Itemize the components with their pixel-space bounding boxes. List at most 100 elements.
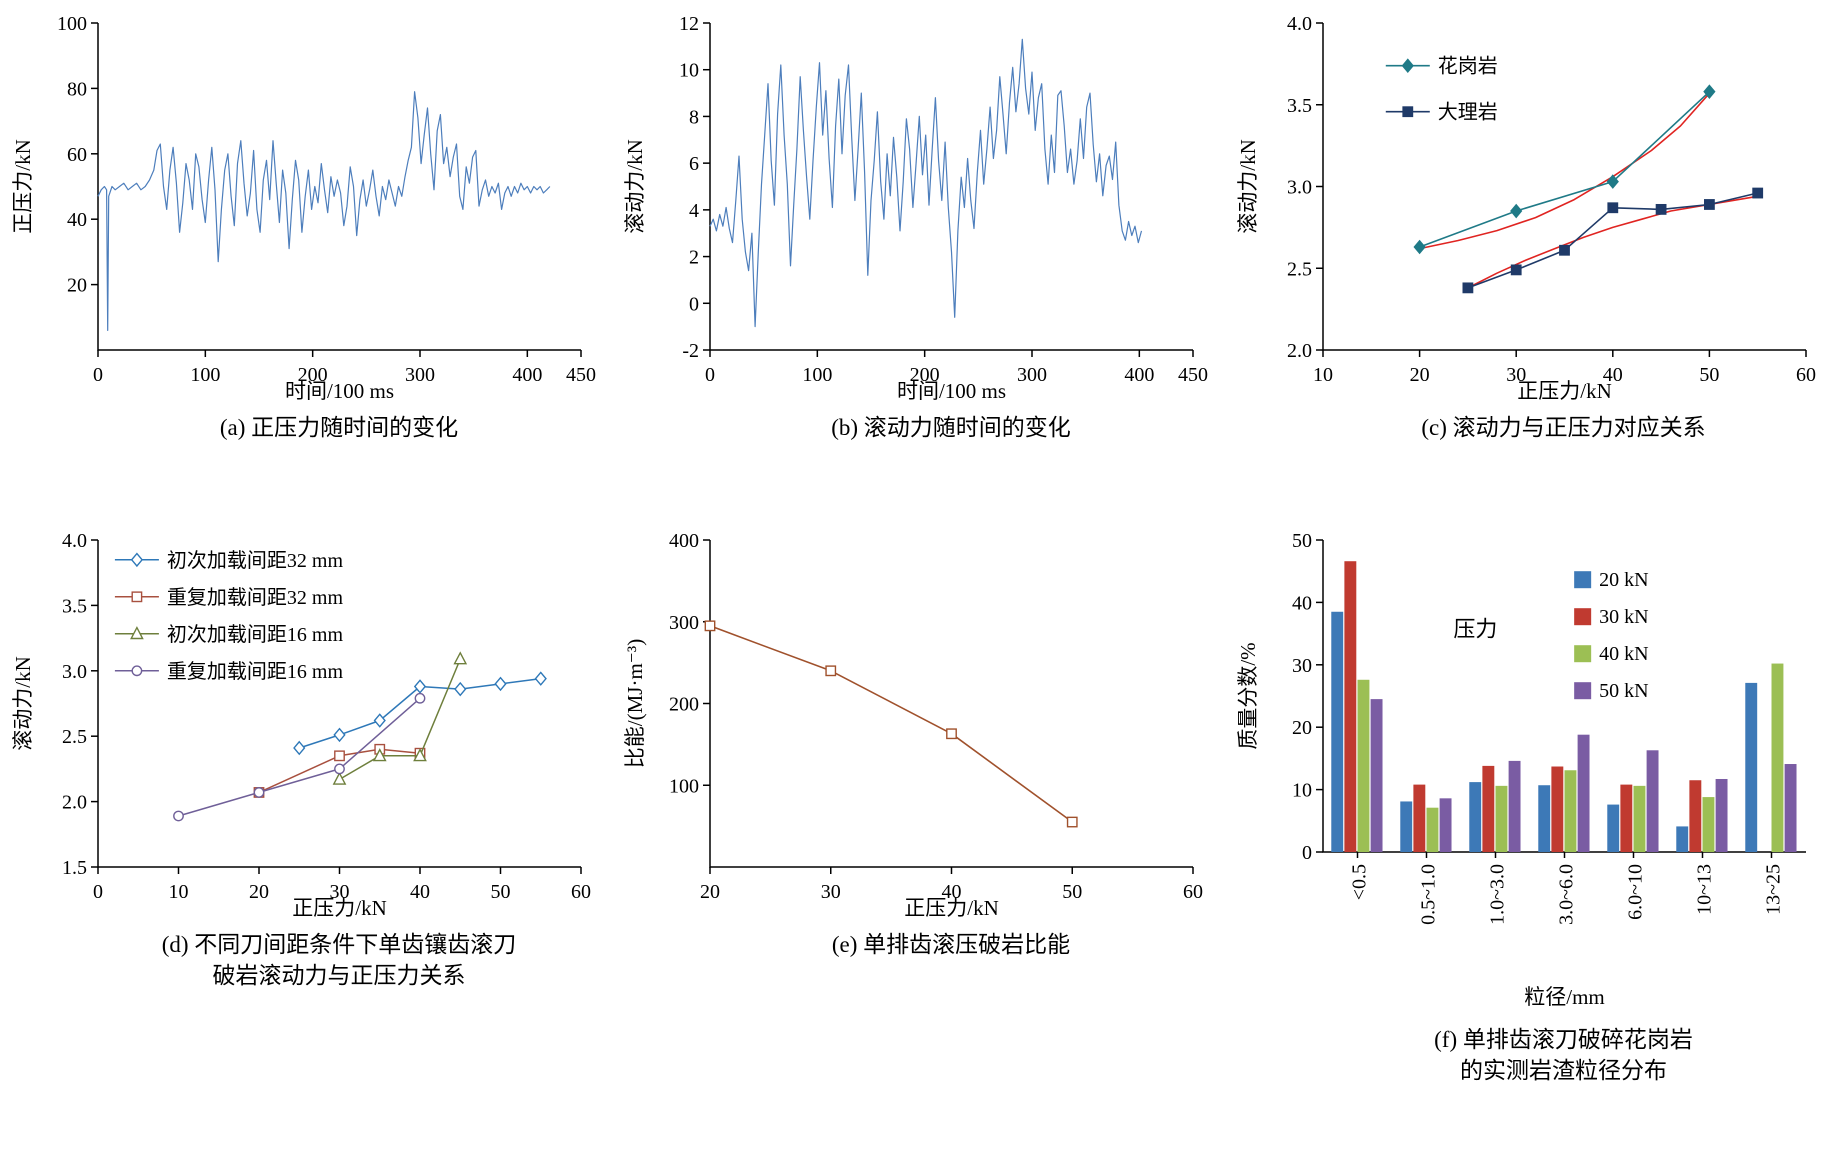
svg-text:300: 300: [1017, 364, 1047, 386]
svg-text:6: 6: [689, 153, 699, 175]
svg-text:8: 8: [689, 106, 699, 128]
chart-e-specific-energy: 100 200 300 400 比能/(MJ·m⁻³) 20 30 40 50 60 正压力/kN: [623, 530, 1203, 920]
chart-a-normal-force-time: 20 40 60 80 100 正压力/kN 0 100 200 300 400 450 时间/100 …: [11, 13, 596, 403]
svg-text:20: 20: [1409, 364, 1429, 386]
svg-text:30: 30: [821, 881, 841, 903]
svg-text:正压力/kN: 正压力/kN: [11, 139, 35, 234]
panel-e: 100 200 300 400 比能/(MJ·m⁻³) 20 30 40 50 60 正压力/kN …: [612, 525, 1224, 960]
svg-text:13~25: 13~25: [1762, 864, 1784, 915]
svg-text:60: 60: [571, 881, 591, 903]
svg-text:滚动力/kN: 滚动力/kN: [1236, 139, 1260, 234]
svg-text:400: 400: [512, 364, 542, 386]
svg-text:4.0: 4.0: [1287, 13, 1312, 35]
caption-a: (a) 正压力随时间的变化: [219, 415, 459, 440]
svg-text:40 kN: 40 kN: [1599, 643, 1648, 665]
svg-text:450: 450: [1178, 364, 1208, 386]
svg-text:2.5: 2.5: [62, 726, 87, 748]
svg-text:30 kN: 30 kN: [1599, 606, 1648, 628]
svg-text:0: 0: [93, 364, 103, 386]
svg-text:10: 10: [1292, 780, 1312, 802]
svg-text:<0.5: <0.5: [1348, 864, 1370, 900]
svg-text:100: 100: [57, 13, 87, 35]
panel-c: 2.0 2.5 3.0 3.5 4.0 滚动力/kN 10 20 30 40 50 60 正压力/kN 花…: [1224, 8, 1837, 443]
svg-text:400: 400: [669, 530, 699, 552]
svg-text:30: 30: [1506, 364, 1526, 386]
svg-text:40: 40: [1292, 592, 1312, 614]
svg-text:10: 10: [679, 60, 699, 82]
panel-d: 1.5 2.0 2.5 3.0 3.5 4.0 滚动力/kN 0 10 20 30 40 50 60 正压力…: [0, 525, 612, 991]
panel-b: -2 0 2 4 6 8 10 12 滚动力/kN 0 100 200 300 400 450 时间/100 …: [612, 8, 1224, 443]
svg-text:0: 0: [1302, 842, 1312, 864]
svg-text:3.5: 3.5: [62, 595, 87, 617]
svg-text:0: 0: [689, 293, 699, 315]
svg-text:2: 2: [689, 247, 699, 269]
svg-text:50 kN: 50 kN: [1599, 680, 1648, 702]
svg-text:2.0: 2.0: [62, 792, 87, 814]
svg-text:1.0~3.0: 1.0~3.0: [1486, 864, 1508, 925]
svg-text:50: 50: [491, 881, 511, 903]
svg-text:100: 100: [802, 364, 832, 386]
svg-text:2.0: 2.0: [1287, 340, 1312, 362]
svg-text:初次加载间距16 mm: 初次加载间距16 mm: [167, 623, 344, 646]
svg-text:60: 60: [1796, 364, 1816, 386]
svg-text:40: 40: [942, 881, 962, 903]
svg-text:200: 200: [669, 693, 699, 715]
chart-f-particle-size-bars: 0 10 20 30 40 50 质量分数/% <0.5 0.5~1.0 1.0~3.0 3.0~6…: [1236, 530, 1806, 1009]
svg-text:300: 300: [405, 364, 435, 386]
svg-text:粒径/mm: 粒径/mm: [1524, 985, 1605, 1009]
svg-text:10: 10: [1313, 364, 1333, 386]
svg-text:3.0~6.0: 3.0~6.0: [1555, 864, 1577, 925]
chart-d-spacing-comparison: 1.5 2.0 2.5 3.0 3.5 4.0 滚动力/kN 0 10 20 30 40 50 60 正压力…: [11, 530, 591, 920]
svg-text:4: 4: [689, 200, 699, 222]
svg-text:40: 40: [410, 881, 430, 903]
svg-text:重复加载间距16 mm: 重复加载间距16 mm: [167, 660, 344, 683]
svg-text:20: 20: [700, 881, 720, 903]
svg-text:200: 200: [910, 364, 940, 386]
svg-text:450: 450: [566, 364, 596, 386]
svg-text:20: 20: [249, 881, 269, 903]
svg-text:10~13: 10~13: [1693, 864, 1715, 915]
svg-text:0: 0: [93, 881, 103, 903]
svg-text:压力: 压力: [1453, 617, 1497, 642]
svg-text:60: 60: [67, 144, 87, 166]
caption-c: (c) 滚动力与正压力对应关系: [1421, 415, 1706, 440]
svg-text:50: 50: [1062, 881, 1082, 903]
chart-c-rolling-vs-normal: 2.0 2.5 3.0 3.5 4.0 滚动力/kN 10 20 30 40 50 60 正压力/kN 花…: [1236, 13, 1816, 403]
svg-text:80: 80: [67, 78, 87, 100]
svg-text:50: 50: [1699, 364, 1719, 386]
svg-text:大理岩: 大理岩: [1437, 101, 1497, 124]
svg-text:12: 12: [679, 13, 699, 35]
svg-text:滚动力/kN: 滚动力/kN: [11, 656, 35, 751]
svg-text:重复加载间距32 mm: 重复加载间距32 mm: [167, 586, 344, 609]
svg-text:30: 30: [1292, 655, 1312, 677]
svg-text:100: 100: [669, 775, 699, 797]
svg-text:200: 200: [298, 364, 328, 386]
svg-text:正压力/kN: 正压力/kN: [292, 896, 387, 920]
svg-text:比能/(MJ·m⁻³): 比能/(MJ·m⁻³): [623, 639, 647, 768]
svg-text:3.0: 3.0: [62, 661, 87, 683]
chart-b-rolling-force-time: -2 0 2 4 6 8 10 12 滚动力/kN 0 100 200 300 400 450 时间/100 …: [623, 13, 1208, 403]
caption-f: (f) 单排齿滚刀破碎花岗岩 的实测岩渣粒径分布: [1434, 1026, 1693, 1084]
svg-text:正压力/kN: 正压力/kN: [1517, 379, 1612, 403]
svg-text:10: 10: [169, 881, 189, 903]
svg-text:3.5: 3.5: [1287, 95, 1312, 117]
caption-b: (b) 滚动力随时间的变化: [831, 415, 1071, 440]
svg-text:40: 40: [67, 209, 87, 231]
svg-text:质量分数/%: 质量分数/%: [1236, 642, 1260, 749]
svg-text:400: 400: [1124, 364, 1154, 386]
svg-text:初次加载间距32 mm: 初次加载间距32 mm: [167, 549, 344, 572]
svg-text:6.0~10: 6.0~10: [1624, 864, 1646, 920]
svg-text:20: 20: [1292, 717, 1312, 739]
svg-text:30: 30: [330, 881, 350, 903]
svg-text:时间/100 ms: 时间/100 ms: [285, 379, 394, 403]
svg-text:-2: -2: [682, 340, 699, 362]
svg-text:50: 50: [1292, 530, 1312, 552]
svg-text:时间/100 ms: 时间/100 ms: [897, 379, 1006, 403]
svg-text:正压力/kN: 正压力/kN: [904, 896, 999, 920]
panel-f: 0 10 20 30 40 50 质量分数/% <0.5 0.5~1.0 1.0~3.0 3.0~6…: [1224, 525, 1837, 1086]
svg-text:60: 60: [1183, 881, 1203, 903]
svg-text:3.0: 3.0: [1287, 177, 1312, 199]
svg-text:40: 40: [1602, 364, 1622, 386]
svg-text:2.5: 2.5: [1287, 258, 1312, 280]
